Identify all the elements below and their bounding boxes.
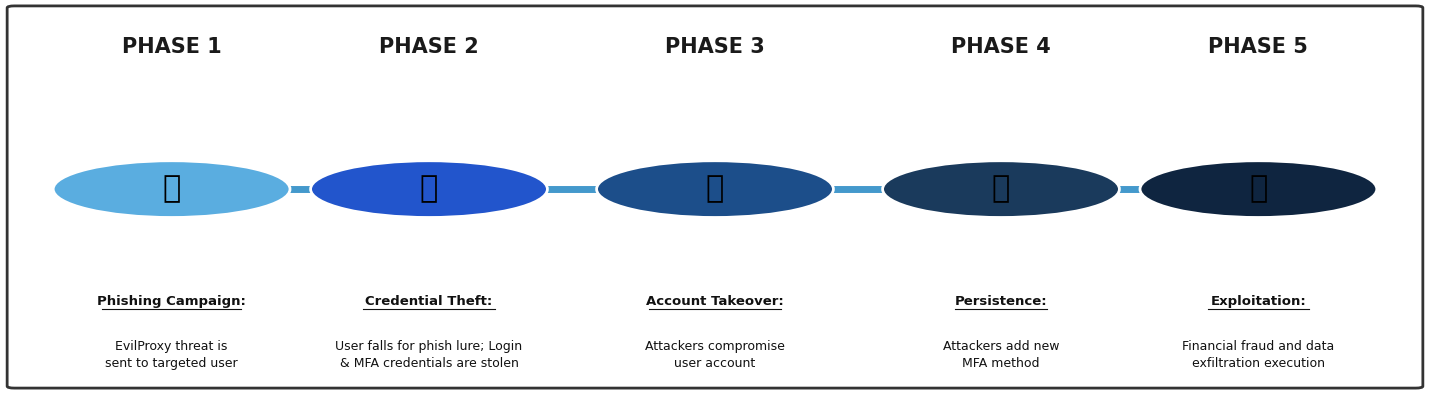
Text: PHASE 5: PHASE 5 <box>1208 37 1308 57</box>
Text: 🖱️: 🖱️ <box>420 175 438 204</box>
Text: Exploitation:: Exploitation: <box>1211 295 1306 308</box>
Text: User falls for phish lure; Login
& MFA credentials are stolen: User falls for phish lure; Login & MFA c… <box>336 340 522 370</box>
Text: 👤: 👤 <box>706 175 724 204</box>
Text: Account Takeover:: Account Takeover: <box>646 295 784 308</box>
Ellipse shape <box>1140 161 1377 217</box>
Text: Attackers add new
MFA method: Attackers add new MFA method <box>942 340 1060 370</box>
Text: 💰: 💰 <box>1250 175 1267 204</box>
Text: Financial fraud and data
exfiltration execution: Financial fraud and data exfiltration ex… <box>1183 340 1334 370</box>
Ellipse shape <box>596 161 834 217</box>
Text: PHASE 2: PHASE 2 <box>379 37 479 57</box>
Text: PHASE 4: PHASE 4 <box>951 37 1051 57</box>
FancyBboxPatch shape <box>7 6 1423 388</box>
Ellipse shape <box>882 161 1120 217</box>
Text: 🐟: 🐟 <box>163 175 180 204</box>
Text: Persistence:: Persistence: <box>955 295 1047 308</box>
Text: Attackers compromise
user account: Attackers compromise user account <box>645 340 785 370</box>
Text: 🔒: 🔒 <box>992 175 1010 204</box>
Text: Phishing Campaign:: Phishing Campaign: <box>97 295 246 308</box>
Text: EvilProxy threat is
sent to targeted user: EvilProxy threat is sent to targeted use… <box>106 340 237 370</box>
Text: PHASE 3: PHASE 3 <box>665 37 765 57</box>
Text: Credential Theft:: Credential Theft: <box>366 295 492 308</box>
Ellipse shape <box>53 161 290 217</box>
Text: PHASE 1: PHASE 1 <box>122 37 222 57</box>
Ellipse shape <box>310 161 548 217</box>
